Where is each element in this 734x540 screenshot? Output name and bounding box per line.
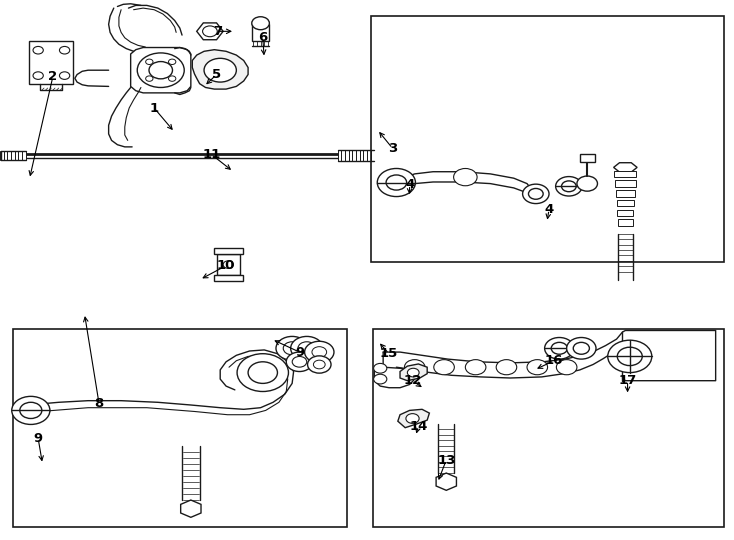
Circle shape [313,360,325,369]
Circle shape [454,168,477,186]
Text: 3: 3 [388,142,397,155]
Bar [252,24,269,41]
Bar [617,200,634,206]
Polygon shape [192,50,248,89]
Circle shape [545,338,574,359]
Circle shape [608,340,652,373]
Text: 1: 1 [150,102,159,114]
Circle shape [12,396,50,424]
Circle shape [149,62,172,79]
Circle shape [33,46,43,54]
Circle shape [276,336,308,360]
Circle shape [169,59,176,64]
Circle shape [20,402,42,418]
Circle shape [556,360,577,375]
Bar [214,248,243,254]
Text: 16: 16 [545,354,564,367]
Circle shape [573,342,589,354]
Bar [13,329,347,526]
Circle shape [577,176,597,191]
Circle shape [551,342,567,354]
Text: 8: 8 [95,397,103,410]
Circle shape [617,347,642,366]
Polygon shape [197,23,223,40]
Circle shape [374,363,387,373]
Circle shape [528,188,543,199]
Polygon shape [398,409,429,428]
Circle shape [291,336,323,360]
Bar [615,180,636,187]
Bar [614,171,636,177]
Circle shape [374,374,387,384]
Circle shape [203,26,217,37]
Circle shape [145,76,153,82]
Polygon shape [400,364,427,381]
Text: 11: 11 [203,148,220,161]
Text: 5: 5 [212,68,221,81]
Circle shape [292,356,307,367]
Text: 7: 7 [213,25,222,38]
Circle shape [223,261,233,268]
Text: 13: 13 [437,454,456,467]
Circle shape [465,360,486,375]
Circle shape [298,342,316,355]
Circle shape [204,58,236,82]
Circle shape [286,352,313,372]
Circle shape [145,59,153,64]
Circle shape [404,360,425,375]
Polygon shape [436,473,457,490]
Circle shape [523,184,549,204]
Circle shape [59,72,70,79]
Text: 17: 17 [619,374,636,387]
Text: 10: 10 [217,259,236,272]
Circle shape [496,360,517,375]
Text: 12: 12 [404,374,421,387]
Circle shape [562,181,576,192]
Bar [371,16,724,262]
Circle shape [556,177,582,196]
Bar [618,219,633,226]
Circle shape [434,360,454,375]
Text: 6: 6 [258,31,267,44]
Circle shape [407,368,419,377]
Text: 9: 9 [295,346,304,359]
Circle shape [305,341,334,363]
Polygon shape [181,500,201,517]
Bar [580,154,595,162]
Circle shape [567,338,596,359]
Circle shape [386,175,407,190]
Bar [214,275,243,281]
Circle shape [59,46,70,54]
Circle shape [527,360,548,375]
Polygon shape [131,48,191,93]
Circle shape [169,76,176,82]
Circle shape [248,362,277,383]
Text: 9: 9 [34,432,43,445]
Text: 14: 14 [409,420,428,433]
Circle shape [33,72,43,79]
Circle shape [406,414,419,423]
Polygon shape [614,163,637,172]
Circle shape [377,168,415,197]
Bar [373,329,724,526]
Text: 15: 15 [380,347,398,360]
Bar [217,254,240,275]
Circle shape [137,53,184,87]
Circle shape [252,17,269,30]
Text: 4: 4 [405,178,414,191]
Circle shape [237,354,288,391]
Bar [617,210,633,216]
Circle shape [308,356,331,373]
Bar [29,40,73,84]
Circle shape [312,347,327,357]
Text: 4: 4 [545,203,553,216]
Circle shape [283,342,301,355]
Text: 2: 2 [48,70,57,83]
Bar [616,190,635,197]
